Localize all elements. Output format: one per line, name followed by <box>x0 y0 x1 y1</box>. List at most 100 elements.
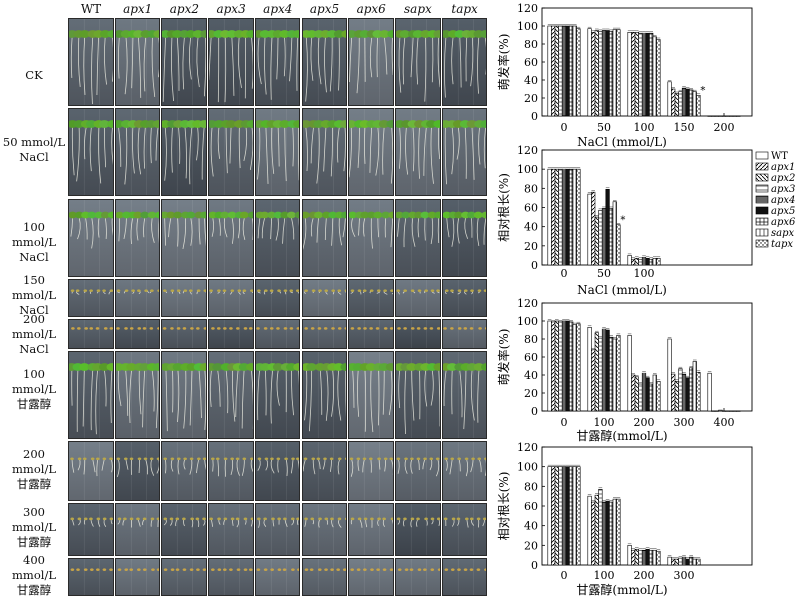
plate-row <box>68 441 488 501</box>
y-tick-label: 40 <box>524 520 538 533</box>
seedling-plate <box>208 503 254 556</box>
y-tick-label: 0 <box>531 559 538 572</box>
bar-apx1-100 <box>591 502 595 565</box>
seedling-plate <box>442 199 488 277</box>
y-tick-label: 120 <box>517 2 538 15</box>
y-tick-label: 100 <box>517 461 538 474</box>
bar-apx3-50 <box>599 210 603 265</box>
bar-apx6-0 <box>569 467 573 565</box>
bar-apx4-0 <box>562 26 566 116</box>
legend-entry-sapx: sapx <box>771 228 794 239</box>
seedling-plate <box>395 558 441 596</box>
bar-apx3-300 <box>679 369 683 411</box>
treatment-label-line: NaCl <box>0 250 68 265</box>
bar-apx3-200 <box>639 550 643 565</box>
bar-sapx-0 <box>573 467 577 565</box>
bar-apx4-100 <box>642 33 646 116</box>
bar-WT-0 <box>548 169 552 265</box>
y-tick-label: 0 <box>531 259 538 272</box>
significance-mark: * <box>700 85 705 96</box>
seedling-plate <box>68 108 114 196</box>
legend-swatch <box>756 240 768 247</box>
bar-WT-400 <box>708 373 712 411</box>
bar-apx2-300 <box>675 559 679 565</box>
seedling-plate <box>348 279 394 317</box>
seedling-plate <box>348 18 394 106</box>
bar-WT-100 <box>628 255 632 265</box>
legend-entry-apx4: apx4 <box>771 195 795 206</box>
plate-row <box>68 319 488 349</box>
bar-apx1-50 <box>591 192 595 265</box>
x-tick-label: 0 <box>561 416 568 429</box>
bar-WT-300 <box>668 339 672 411</box>
y-tick-label: 0 <box>531 110 538 123</box>
bar-apx4-300 <box>682 374 686 411</box>
bar-WT-0 <box>548 26 552 116</box>
bar-apx3-100 <box>639 259 643 265</box>
seedling-plate <box>442 558 488 596</box>
bar-apx2-0 <box>555 26 559 116</box>
bar-tapx-50 <box>617 225 621 265</box>
bar-apx5-0 <box>566 321 570 411</box>
bar-apx5-300 <box>686 378 690 411</box>
bar-apx6-100 <box>609 502 613 565</box>
seedling-plate <box>302 503 348 556</box>
bar-apx1-150 <box>671 89 675 116</box>
seedling-plate <box>208 18 254 106</box>
bar-apx4-0 <box>562 467 566 565</box>
seedling-plate <box>348 319 394 349</box>
bar-sapx-50 <box>613 30 617 116</box>
seedling-plate <box>302 441 348 501</box>
bar-tapx-0 <box>577 29 581 116</box>
seedling-plate <box>115 199 161 277</box>
seedling-plate <box>442 108 488 196</box>
bar-apx1-0 <box>551 26 555 116</box>
bar-WT-200 <box>628 335 632 411</box>
genotype-label-apx3: apx3 <box>208 2 254 16</box>
x-tick-label: 200 <box>634 416 655 429</box>
bar-WT-300 <box>668 557 672 565</box>
seedling-plate <box>395 319 441 349</box>
seedling-plate <box>68 199 114 277</box>
y-tick-label: 120 <box>517 144 538 157</box>
treatment-label: CK <box>0 68 68 83</box>
legend-swatch <box>756 218 768 225</box>
seedling-plate <box>68 441 114 501</box>
seedling-plate <box>115 503 161 556</box>
bar-apx6-300 <box>689 557 693 565</box>
seedling-plate <box>348 108 394 196</box>
bar-apx5-150 <box>686 89 690 116</box>
bar-apx6-200 <box>649 550 653 565</box>
seedling-plate <box>208 351 254 439</box>
bar-apx5-200 <box>646 549 650 565</box>
bar-apx2-300 <box>675 381 679 411</box>
seedling-plate <box>68 558 114 596</box>
seedling-plate <box>115 558 161 596</box>
genotype-label-sapx: sapx <box>395 2 441 16</box>
treatment-label-line: 400 mmol/L <box>0 553 68 583</box>
treatment-label-line: NaCl <box>0 150 68 165</box>
seedling-plate <box>68 503 114 556</box>
seedling-plate <box>68 351 114 439</box>
bar-apx1-300 <box>671 559 675 565</box>
seedling-plate <box>255 319 301 349</box>
bar-apx4-100 <box>602 329 606 411</box>
bar-apx6-150 <box>689 90 693 116</box>
y-tick-label: 80 <box>524 38 538 51</box>
y-tick-label: 40 <box>524 221 538 234</box>
y-tick-label: 60 <box>524 500 538 513</box>
legend-swatch <box>756 152 768 159</box>
bar-apx6-200 <box>649 384 653 411</box>
bar-apx5-100 <box>646 258 650 265</box>
seedling-plate <box>302 558 348 596</box>
y-tick-label: 120 <box>517 441 538 454</box>
bar-apx5-100 <box>646 33 650 116</box>
legend-swatch <box>756 229 768 236</box>
bar-apx3-0 <box>559 169 563 265</box>
seedling-plate <box>161 108 207 196</box>
seedling-plate <box>255 279 301 317</box>
genotype-label-apx2: apx2 <box>161 2 207 16</box>
y-axis-label: 萌发率(%) <box>496 329 511 386</box>
